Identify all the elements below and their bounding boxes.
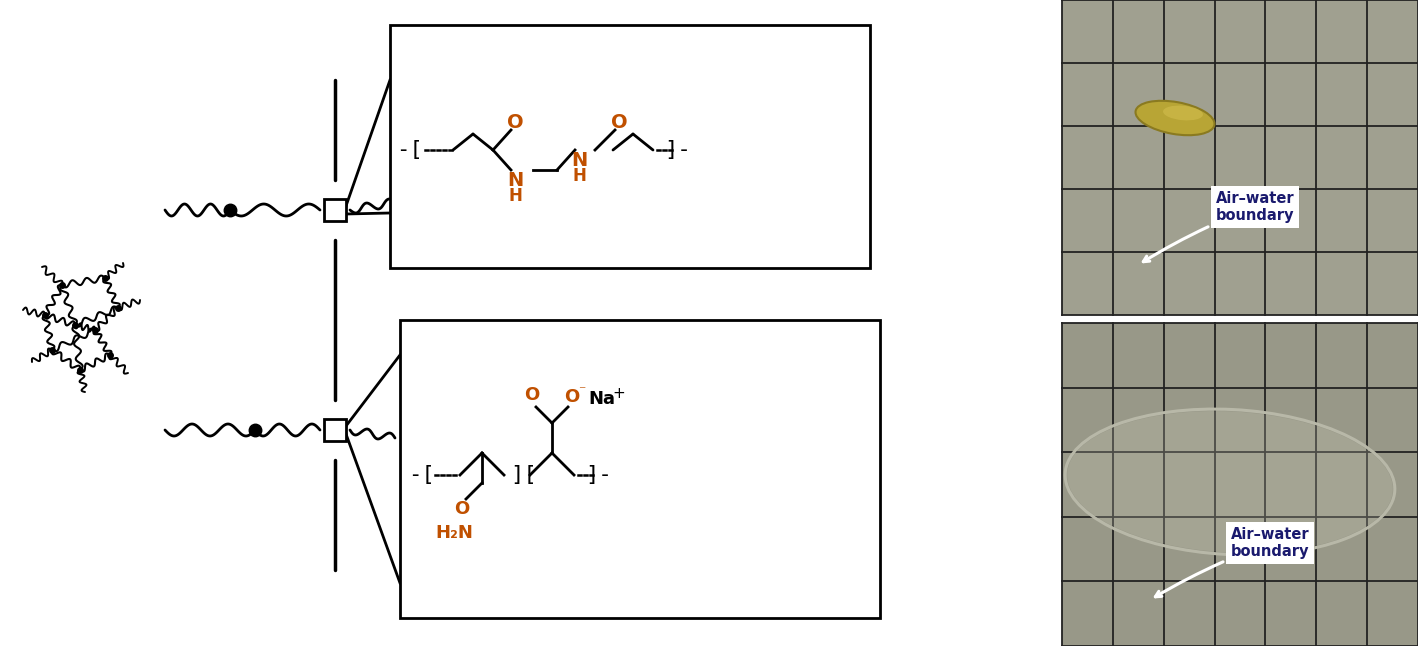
Bar: [390, 25, 871, 268]
Ellipse shape: [1136, 101, 1214, 135]
Text: ][: ][: [510, 465, 537, 485]
Text: H: H: [508, 187, 522, 205]
Text: +: +: [613, 386, 625, 401]
Text: -[: -[: [408, 465, 435, 485]
Text: Air–water
boundary: Air–water boundary: [1143, 191, 1295, 262]
Bar: [1062, 0, 1418, 315]
Text: O: O: [611, 112, 627, 132]
Text: O: O: [564, 388, 580, 406]
Text: Air–water
boundary: Air–water boundary: [1156, 526, 1309, 597]
Ellipse shape: [1163, 105, 1202, 120]
Text: O: O: [525, 386, 540, 404]
Text: ]-: ]-: [586, 465, 613, 485]
Text: O: O: [506, 112, 523, 132]
Text: N: N: [506, 171, 523, 189]
Text: -[: -[: [397, 140, 424, 160]
Ellipse shape: [1068, 411, 1392, 553]
Bar: [323, 419, 346, 441]
Bar: [1062, 323, 1418, 646]
Text: H: H: [571, 167, 586, 185]
Text: H₂N: H₂N: [435, 524, 474, 542]
Text: ⁻: ⁻: [579, 384, 586, 398]
Bar: [400, 320, 881, 618]
Text: Na: Na: [588, 390, 615, 408]
Bar: [1062, 315, 1418, 323]
Text: ]-: ]-: [665, 140, 692, 160]
Bar: [323, 199, 346, 221]
Text: O: O: [454, 500, 469, 518]
Text: N: N: [571, 151, 587, 169]
